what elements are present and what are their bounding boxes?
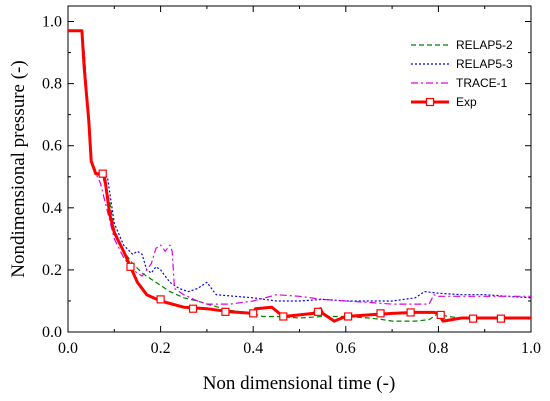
- legend-label: Exp: [456, 95, 477, 109]
- exp-marker: [436, 310, 445, 320]
- y-tick-label: 0.2: [42, 262, 62, 279]
- axis-ticks: 0.0 0.2 0.4 0.6 0.8 1.0 0.0 0.2 0.4 0.6 0.8 1.0: [42, 6, 541, 357]
- series-line-relap5-3: [68, 30, 532, 302]
- legend: RELAP5-2 RELAP5-3 TRACE-1 Exp: [411, 38, 513, 109]
- y-tick-label: 0.4: [42, 200, 62, 217]
- series-line-exp: [68, 29, 531, 323]
- exp-marker: [249, 309, 258, 318]
- x-tick-label: 1.0: [521, 340, 541, 357]
- exp-marker: [406, 308, 415, 317]
- exp-marker: [98, 169, 107, 178]
- legend-label: RELAP5-2: [456, 38, 513, 52]
- exp-marker: [496, 314, 506, 323]
- legend-label: RELAP5-3: [456, 57, 513, 71]
- series-line-trace-1: [68, 30, 531, 305]
- exp-marker: [344, 312, 353, 321]
- exp-marker: [469, 314, 478, 323]
- x-axis-title: Non dimensional time (-): [203, 373, 396, 394]
- x-tick-label: 0.2: [151, 340, 171, 357]
- series-line-relap5-2: [68, 30, 531, 322]
- series-layer: [68, 29, 532, 323]
- y-tick-label: 0.0: [42, 324, 62, 341]
- y-tick-label: 0.8: [42, 76, 62, 93]
- exp-marker: [188, 304, 198, 313]
- legend-marker: [425, 97, 435, 107]
- x-tick-label: 0.8: [428, 340, 448, 357]
- y-tick-label: 1.0: [42, 14, 62, 31]
- legend-label: TRACE-1: [456, 76, 508, 90]
- exp-marker: [221, 307, 230, 316]
- x-tick-label: 0.4: [243, 340, 263, 357]
- exp-marker: [279, 312, 288, 321]
- exp-marker: [313, 307, 323, 316]
- y-tick-label: 0.6: [42, 138, 62, 155]
- exp-marker: [376, 309, 385, 318]
- x-tick-label: 0.6: [336, 340, 356, 357]
- x-tick-label: 0.0: [58, 340, 78, 357]
- y-axis-title: Nondimensional pressure (-): [8, 60, 29, 277]
- exp-marker: [156, 295, 165, 304]
- exp-marker: [126, 262, 135, 271]
